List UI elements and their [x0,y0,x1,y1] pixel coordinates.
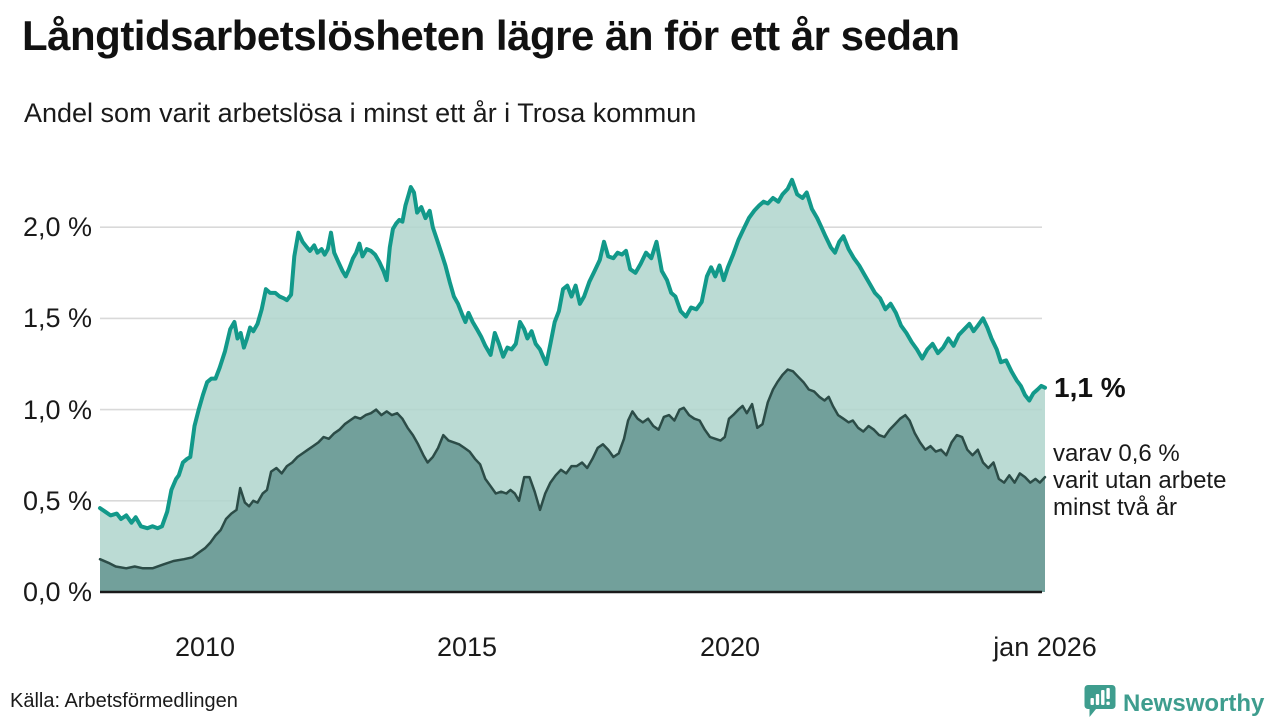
x-tick-label-2015: 2015 [436,632,498,662]
latest-value-note-line2: varit utan arbete [1053,467,1227,494]
series-line-1 [98,368,1047,570]
page-subtitle: Andel som varit arbetslösa i minst ett å… [24,98,697,128]
latest-value-note: varav 0,6 % varit utan arbete minst två … [1053,440,1226,521]
series-area-1 [100,369,1045,592]
y-tick-label-1-0: 1,0 % [22,395,92,425]
x-tick-label-jan-2026: jan 2026 [993,632,1097,662]
page-title: Långtidsarbetslösheten lägre än för ett … [22,12,960,59]
x-tick-label-2020: 2020 [699,632,761,662]
newsworthy-chart-bubble-icon [1084,684,1116,720]
y-tick-label-0-0: 0,0 % [22,577,92,607]
latest-value-note-line1: varav 0,6 % [1053,440,1180,467]
y-tick-label-2-0: 2,0 % [22,212,92,242]
latest-value-label: 1,1 % [1054,372,1126,403]
y-tick-label-1-5: 1,5 % [22,303,92,333]
x-tick-label-2010: 2010 [174,632,236,662]
source-credit: Källa: Arbetsförmedlingen [10,690,238,712]
y-tick-label-0-5: 0,5 % [22,486,92,516]
series-line-0 [98,177,1047,531]
brand-logo: Newsworthy [1084,684,1264,720]
latest-value-note-line3: minst två år [1053,494,1178,521]
brand-name: Newsworthy [1123,689,1265,717]
